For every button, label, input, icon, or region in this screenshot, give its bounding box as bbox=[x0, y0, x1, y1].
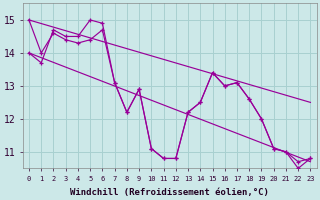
X-axis label: Windchill (Refroidissement éolien,°C): Windchill (Refroidissement éolien,°C) bbox=[70, 188, 269, 197]
